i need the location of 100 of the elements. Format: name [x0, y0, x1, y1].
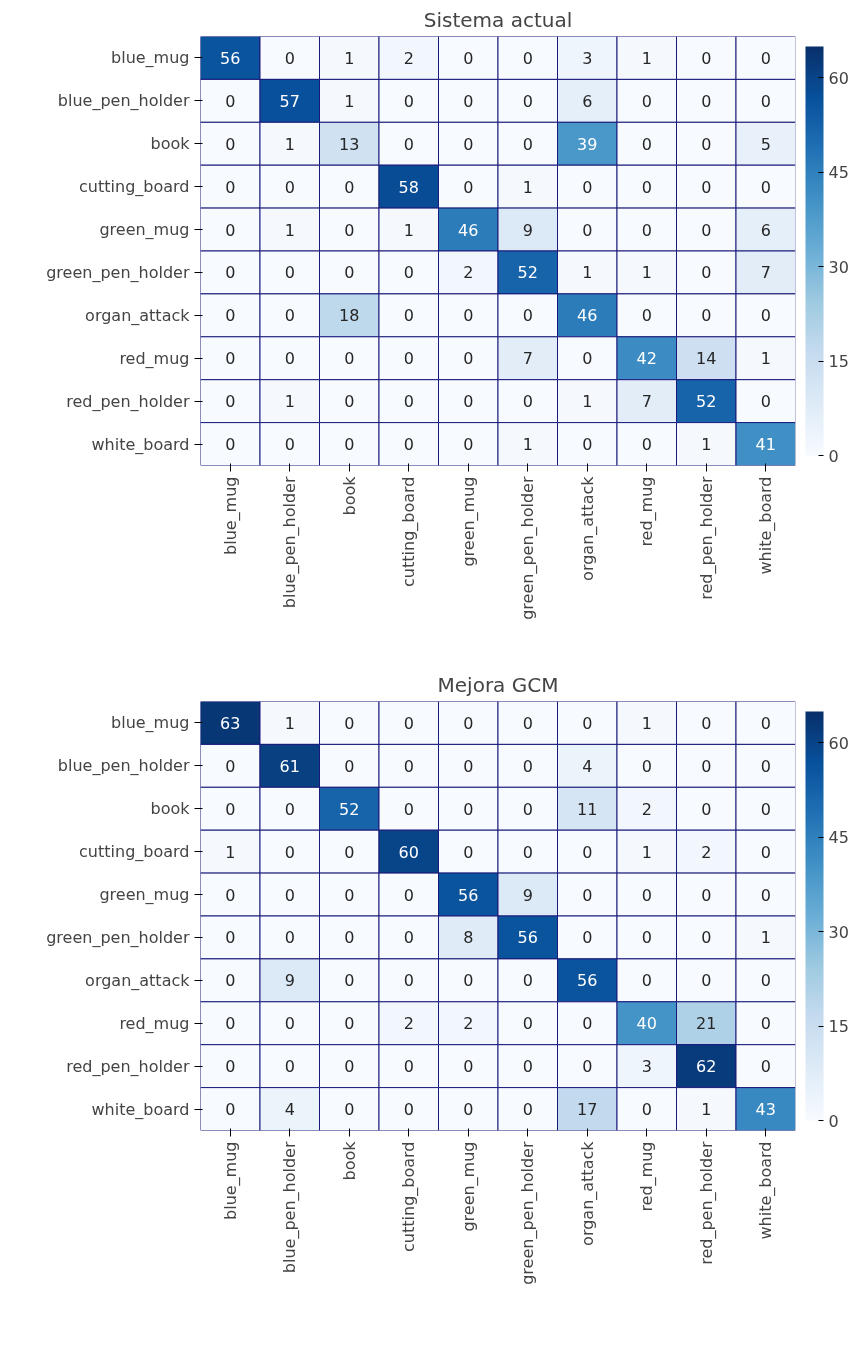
- data-label: 56: [577, 971, 598, 991]
- data-label: 0: [225, 134, 236, 154]
- data-label: 0: [225, 1100, 236, 1120]
- x-tick-label: book: [339, 475, 359, 516]
- data-label: 0: [582, 177, 593, 197]
- data-label: 0: [344, 349, 355, 369]
- color-bar-label: 30: [828, 922, 849, 942]
- data-label: 0: [522, 91, 533, 111]
- data-label: 6: [582, 91, 593, 111]
- y-tick-label: cutting_board: [79, 842, 190, 863]
- data-label: 0: [284, 1014, 295, 1034]
- data-label: 1: [403, 220, 414, 240]
- data-label: 0: [225, 435, 236, 455]
- data-label: 46: [458, 220, 479, 240]
- data-label: 0: [641, 1100, 652, 1120]
- data-label: 1: [701, 1100, 712, 1120]
- data-label: 0: [344, 842, 355, 862]
- data-label: 0: [403, 756, 414, 776]
- data-label: 11: [577, 799, 598, 819]
- data-label: 0: [463, 48, 474, 68]
- data-label: 52: [339, 799, 360, 819]
- data-label: 1: [582, 263, 593, 283]
- x-tick-label: blue_pen_holder: [280, 1141, 301, 1274]
- data-label: 0: [225, 263, 236, 283]
- data-label: 0: [463, 971, 474, 991]
- data-label: 1: [760, 349, 771, 369]
- data-label: 0: [701, 713, 712, 733]
- x-tick-label: white_board: [756, 476, 777, 575]
- x-tick-label: blue_pen_holder: [280, 476, 301, 609]
- data-label: 0: [403, 134, 414, 154]
- data-label: 2: [463, 263, 474, 283]
- data-label: 0: [641, 220, 652, 240]
- data-label: 46: [577, 306, 598, 326]
- data-label: 0: [760, 799, 771, 819]
- data-label: 63: [220, 713, 241, 733]
- y-tick-label: green_mug: [99, 885, 190, 906]
- data-label: 0: [403, 1057, 414, 1077]
- y-tick-label: white_board: [91, 434, 190, 455]
- x-tick-label: red_mug: [637, 476, 658, 547]
- data-label: 0: [582, 885, 593, 905]
- x-tick-label: red_pen_holder: [696, 476, 717, 600]
- data-label: 0: [403, 91, 414, 111]
- color-bar-label: 45: [828, 163, 849, 183]
- data-label: 0: [522, 306, 533, 326]
- data-label: 2: [701, 842, 712, 862]
- data-label: 0: [225, 928, 236, 948]
- data-label: 0: [344, 713, 355, 733]
- data-label: 0: [463, 842, 474, 862]
- data-label: 1: [522, 177, 533, 197]
- data-label: 18: [339, 306, 360, 326]
- data-label: 0: [463, 349, 474, 369]
- data-label: 39: [577, 134, 598, 154]
- data-label: 0: [522, 392, 533, 412]
- data-label: 0: [522, 799, 533, 819]
- y-tick-label: blue_mug: [111, 713, 190, 734]
- data-label: 0: [760, 842, 771, 862]
- x-tick-label: red_mug: [637, 1141, 658, 1212]
- data-label: 0: [225, 177, 236, 197]
- data-label: 0: [344, 971, 355, 991]
- y-tick-label: organ_attack: [85, 305, 191, 326]
- data-label: 0: [225, 349, 236, 369]
- data-label: 41: [755, 435, 776, 455]
- data-label: 0: [522, 1057, 533, 1077]
- data-label: 56: [458, 885, 479, 905]
- data-label: 0: [582, 435, 593, 455]
- data-label: 0: [701, 306, 712, 326]
- data-label: 0: [344, 1014, 355, 1034]
- data-label: 52: [696, 392, 717, 412]
- data-label: 1: [760, 928, 771, 948]
- data-label: 0: [225, 306, 236, 326]
- data-label: 0: [225, 1057, 236, 1077]
- data-label: 9: [284, 971, 295, 991]
- y-tick-label: green_pen_holder: [46, 262, 190, 283]
- data-label: 0: [225, 799, 236, 819]
- x-tick-label: green_pen_holder: [518, 1141, 539, 1285]
- data-label: 42: [636, 349, 657, 369]
- color-bar-label: 60: [828, 733, 849, 753]
- data-label: 1: [522, 435, 533, 455]
- data-label: 0: [641, 756, 652, 776]
- data-label: 1: [641, 263, 652, 283]
- data-label: 0: [463, 1057, 474, 1077]
- x-tick-label: cutting_board: [399, 476, 420, 587]
- data-label: 0: [701, 134, 712, 154]
- data-label: 0: [522, 48, 533, 68]
- x-tick-label: red_pen_holder: [696, 1141, 717, 1265]
- data-label: 1: [284, 713, 295, 733]
- data-label: 4: [284, 1100, 295, 1120]
- data-label: 0: [463, 134, 474, 154]
- data-label: 0: [284, 177, 295, 197]
- data-label: 0: [344, 756, 355, 776]
- data-label: 0: [463, 1100, 474, 1120]
- data-label: 0: [463, 756, 474, 776]
- data-label: 0: [522, 1100, 533, 1120]
- data-label: 0: [403, 263, 414, 283]
- data-label: 9: [522, 220, 533, 240]
- data-label: 17: [577, 1100, 598, 1120]
- data-label: 1: [284, 392, 295, 412]
- data-label: 0: [701, 885, 712, 905]
- data-label: 21: [696, 1014, 717, 1034]
- data-label: 52: [517, 263, 538, 283]
